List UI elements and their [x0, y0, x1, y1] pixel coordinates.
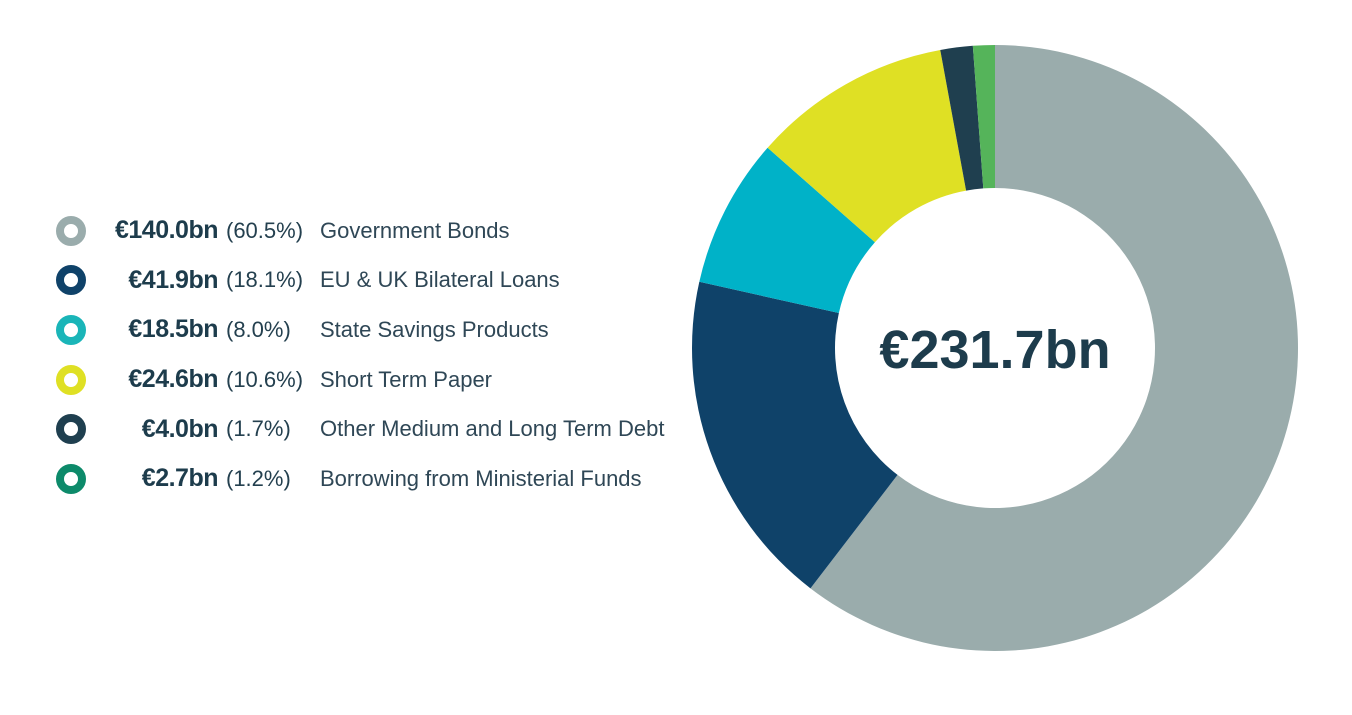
legend-label: Short Term Paper — [320, 366, 493, 392]
donut-slice-short-term-paper — [767, 49, 967, 243]
donut-slices — [692, 45, 1298, 651]
legend-label: EU & UK Bilateral Loans — [320, 267, 560, 293]
legend-item-government-bonds: €140.0bn (60.5%) Government Bonds — [56, 206, 716, 256]
legend-label: Government Bonds — [320, 217, 510, 243]
legend-item-other-medium-long-term-debt: €4.0bn (1.7%) Other Medium and Long Term… — [56, 404, 716, 454]
legend-value: €2.7bn — [141, 464, 219, 493]
donut-slice-borrowing-from-ministerial-funds — [972, 45, 995, 189]
legend-value: €24.6bn — [128, 365, 218, 394]
donut-chart: €231.7bn — [692, 45, 1298, 651]
legend-item-borrowing-ministerial-funds: €2.7bn (1.2%) Borrowing from Ministerial… — [56, 454, 716, 504]
chart-legend: €140.0bn (60.5%) Government Bonds €41.9b… — [56, 206, 716, 504]
donut-slice-eu-uk-bilateral-loans — [692, 281, 898, 589]
legend-marker — [56, 463, 86, 494]
donut-slice-state-savings-products — [699, 147, 875, 314]
legend-label: Borrowing from Ministerial Funds — [320, 465, 642, 491]
legend-marker — [56, 215, 86, 246]
legend-value: €18.5bn — [128, 315, 218, 344]
legend-marker — [56, 414, 86, 445]
donut-slice-government-bonds — [810, 45, 1298, 651]
legend-value: €140.0bn — [114, 216, 219, 245]
legend-percent: (1.7%) — [226, 416, 291, 442]
donut-slice-other-medium-and-long-term-debt — [940, 45, 984, 191]
legend-percent: (1.2%) — [226, 465, 291, 491]
legend-marker — [56, 314, 86, 345]
legend-marker — [56, 265, 86, 296]
legend-label: Other Medium and Long Term Debt — [320, 416, 665, 442]
legend-percent: (8.0%) — [226, 316, 291, 342]
legend-marker — [56, 364, 86, 395]
legend-item-state-savings-products: €18.5bn (8.0%) State Savings Products — [56, 305, 716, 355]
legend-value: €41.9bn — [128, 265, 218, 294]
legend-item-short-term-paper: €24.6bn (10.6%) Short Term Paper — [56, 355, 716, 405]
legend-item-eu-uk-bilateral-loans: €41.9bn (18.1%) EU & UK Bilateral Loans — [56, 256, 716, 306]
donut-center-total: €231.7bn — [879, 320, 1110, 380]
legend-value: €4.0bn — [141, 414, 219, 443]
legend-percent: (10.6%) — [226, 366, 304, 392]
legend-percent: (60.5%) — [226, 217, 304, 243]
legend-percent: (18.1%) — [226, 267, 304, 293]
legend-label: State Savings Products — [320, 316, 549, 342]
